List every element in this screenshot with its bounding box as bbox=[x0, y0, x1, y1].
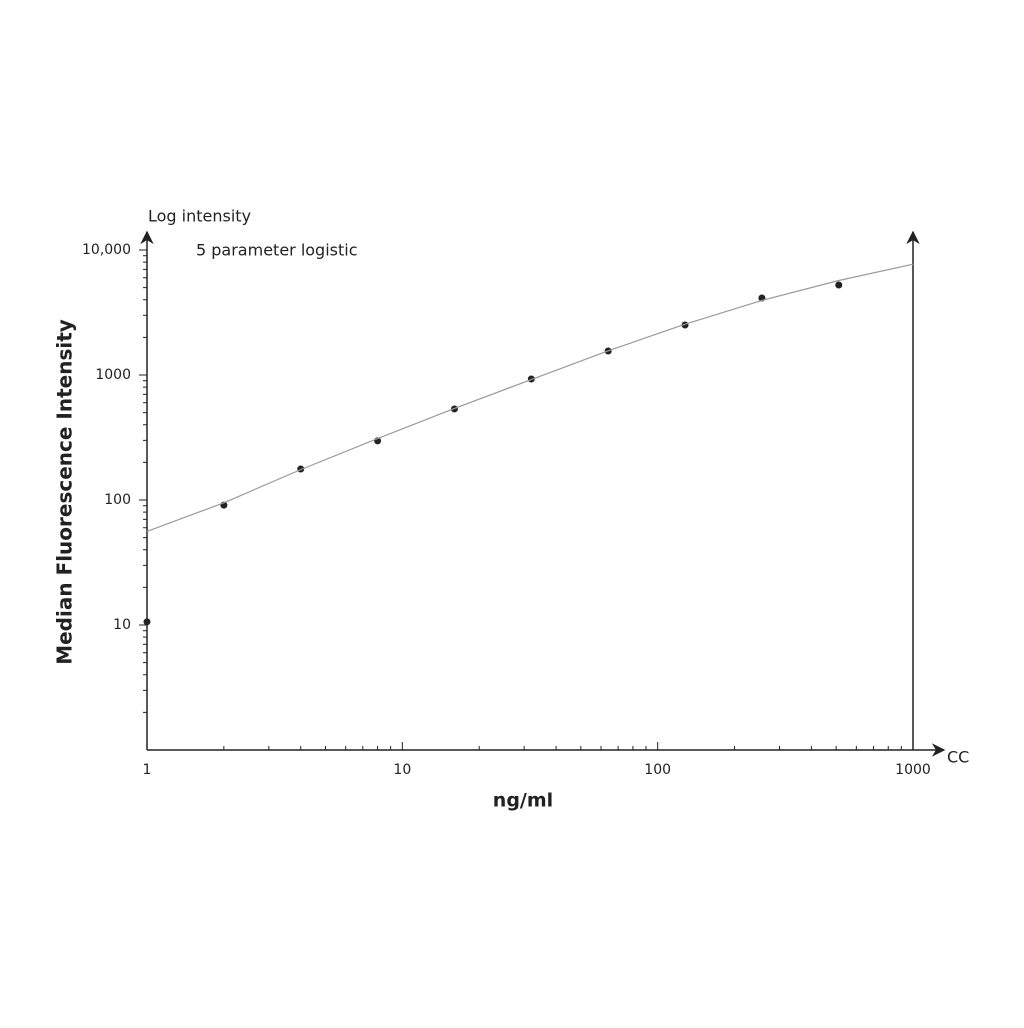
x-tick-label: 1 bbox=[143, 762, 152, 778]
y-tick-label: 100 bbox=[104, 492, 131, 508]
y-tick-label: 10 bbox=[113, 617, 131, 633]
chart-title: 5 parameter logistic bbox=[196, 241, 358, 260]
x-tick-label: 1000 bbox=[895, 762, 931, 778]
x-axis-end-label: CC bbox=[947, 748, 969, 767]
fit-curve bbox=[146, 263, 914, 533]
y-axis-top-label: Log intensity bbox=[148, 207, 251, 226]
y-tick-label: 10,000 bbox=[82, 242, 131, 258]
x-tick-label: 10 bbox=[393, 762, 411, 778]
data-point bbox=[835, 281, 843, 289]
y-axis-title: Median Fluorescence Intensity bbox=[53, 319, 77, 665]
x-axis-title: ng/ml bbox=[493, 790, 553, 812]
x-tick-label: 100 bbox=[644, 762, 671, 778]
y-tick-label: 1000 bbox=[95, 367, 131, 383]
data-point bbox=[143, 618, 151, 626]
